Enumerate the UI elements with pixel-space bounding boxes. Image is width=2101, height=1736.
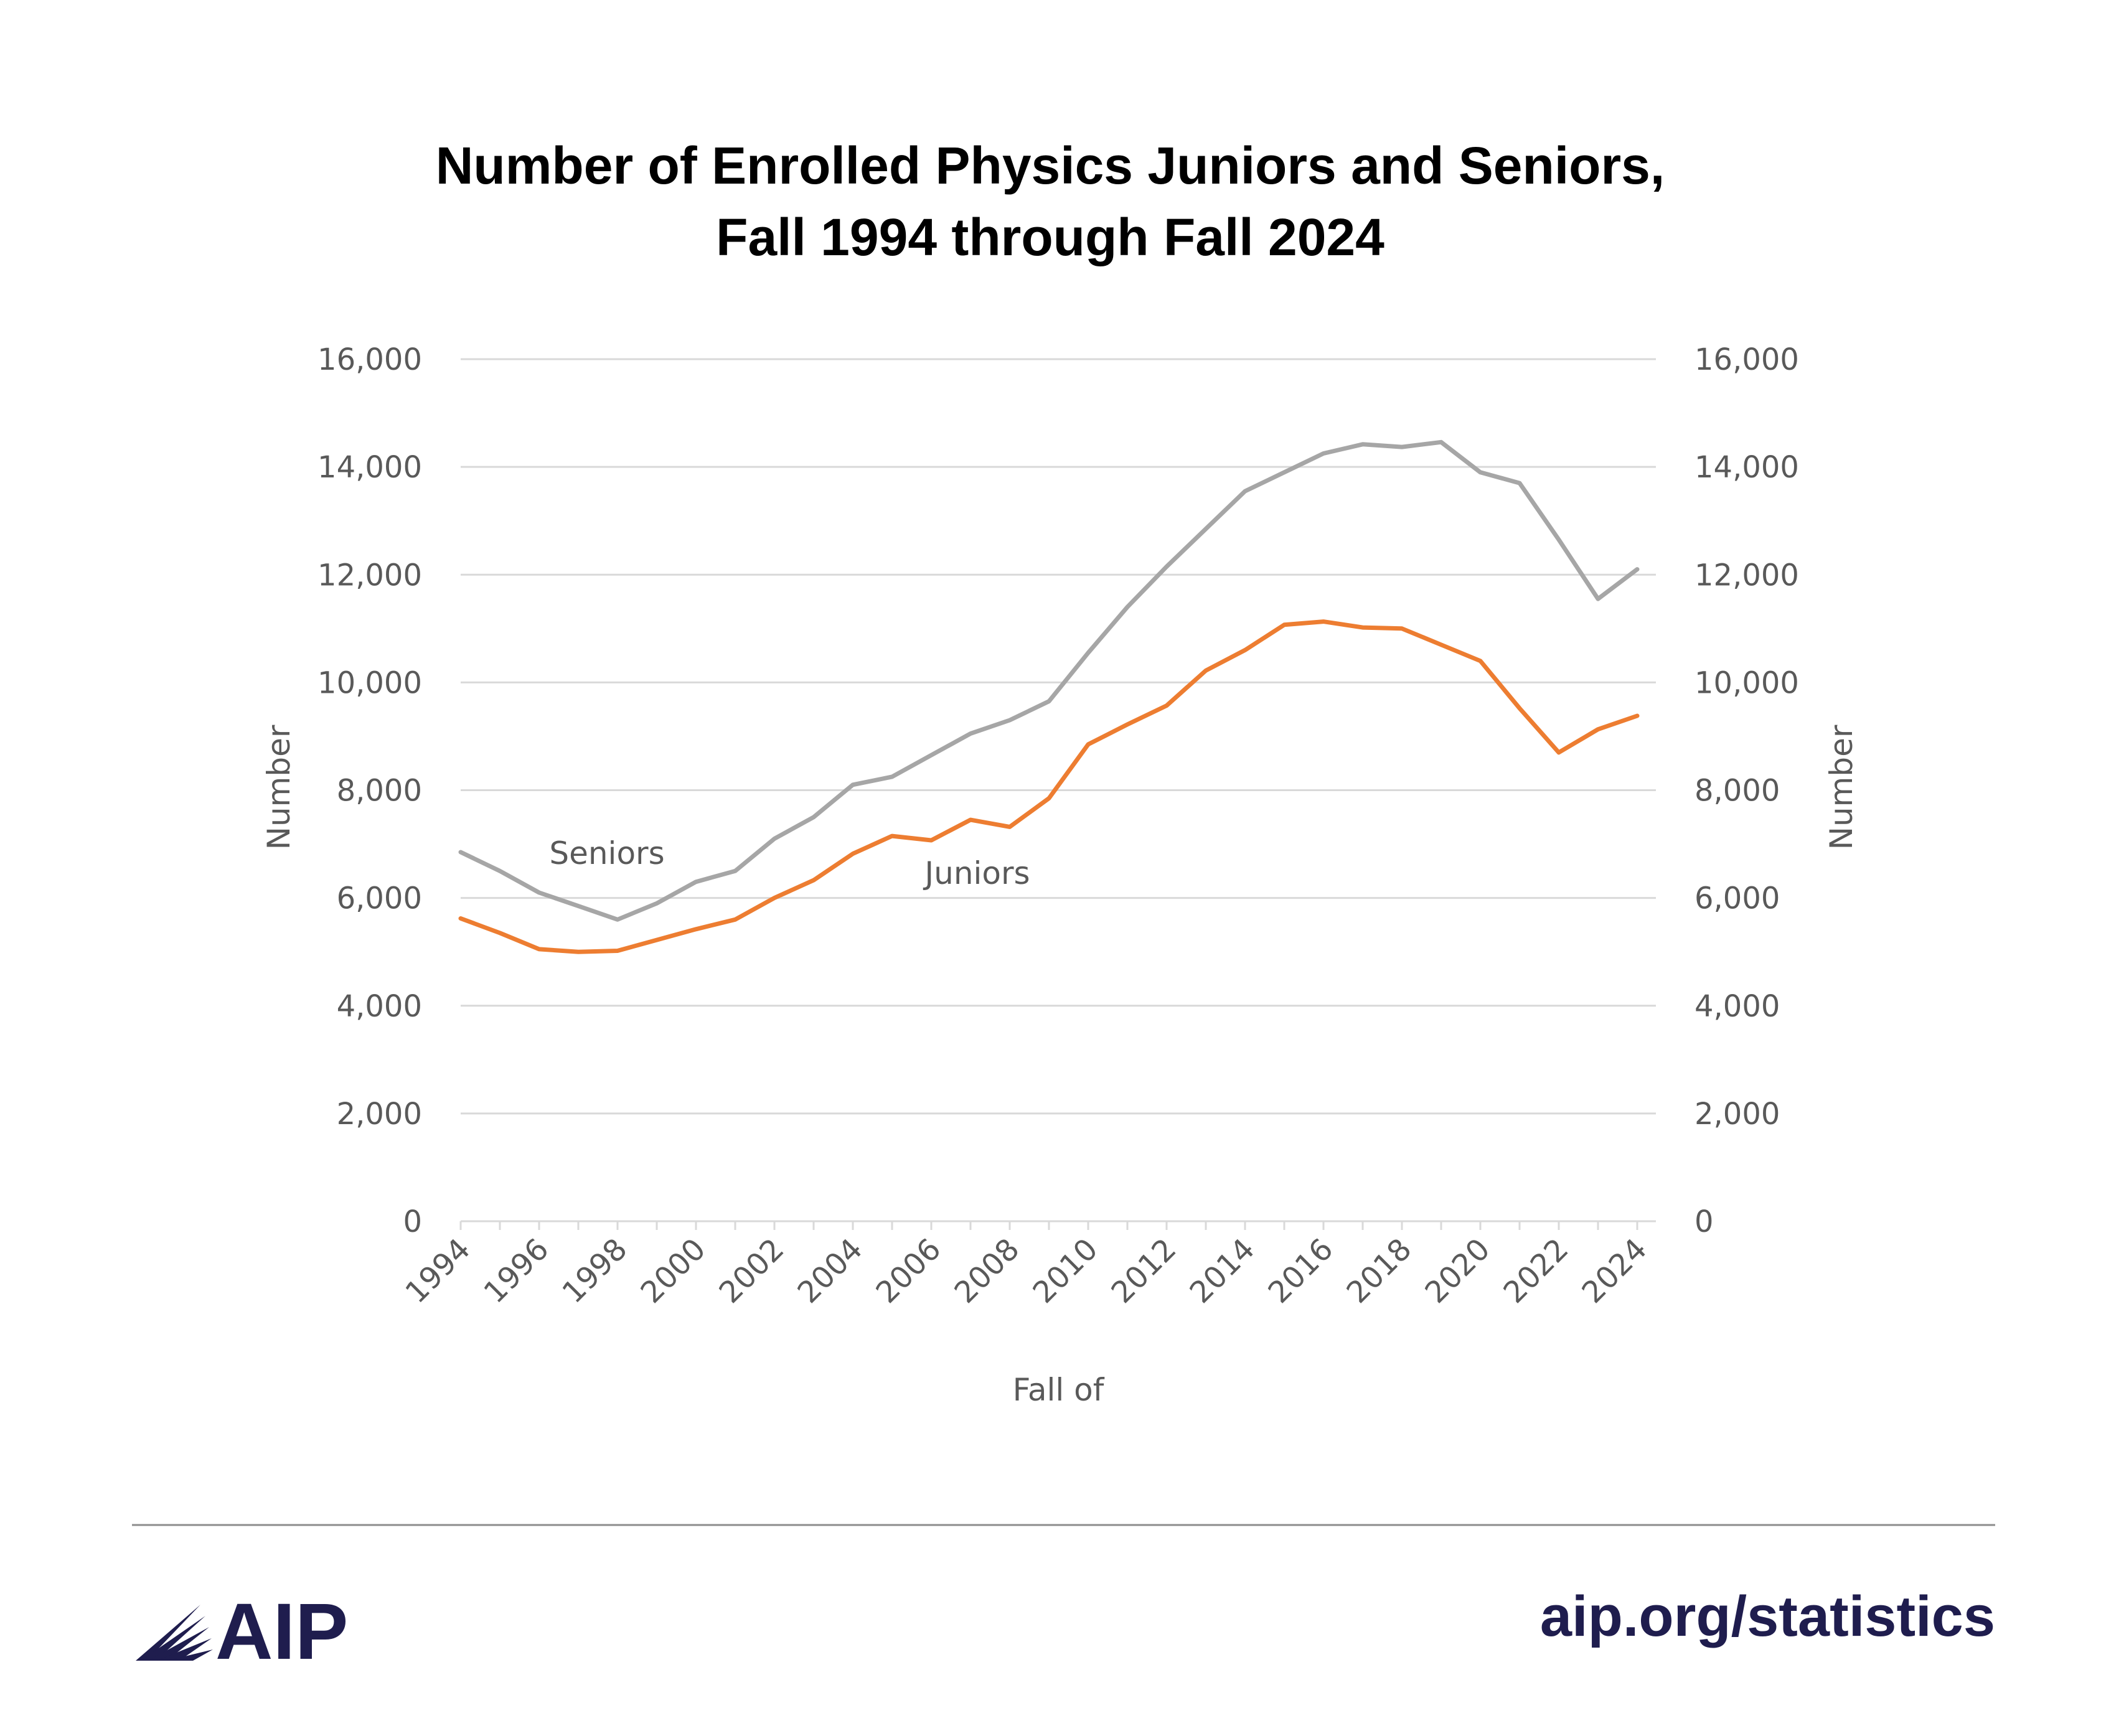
aip-logo-mark-icon [136, 1605, 213, 1661]
y-tick-label-left: 0 [403, 1204, 422, 1239]
y-tick-label-left: 14,000 [317, 450, 422, 485]
x-tick-label: 2002 [713, 1232, 791, 1310]
data-point-seniors [1244, 490, 1246, 492]
y-tick-label-right: 14,000 [1694, 450, 1799, 485]
x-tick-label: 2022 [1497, 1232, 1576, 1310]
data-point-juniors [1323, 621, 1324, 622]
y-tick-label-right: 12,000 [1694, 558, 1799, 593]
series-label-seniors: Seniors [549, 835, 664, 871]
y-axis-left-title: Number [261, 725, 297, 850]
data-point-juniors [499, 932, 501, 934]
data-point-juniors [1597, 729, 1599, 730]
data-point-juniors [931, 840, 932, 841]
data-point-juniors [891, 835, 893, 837]
y-tick-label-left: 2,000 [337, 1097, 422, 1132]
y-tick-label-left: 10,000 [317, 665, 422, 700]
aip-logo-text: AIP [215, 1587, 348, 1676]
x-axis-title: Fall of [1013, 1372, 1105, 1408]
data-point-juniors [1480, 660, 1481, 662]
x-tick-label: 2016 [1262, 1232, 1340, 1310]
data-point-seniors [695, 881, 697, 883]
data-point-juniors [1441, 644, 1442, 645]
y-tick-label-right: 4,000 [1694, 989, 1780, 1024]
x-tick-label: 2008 [948, 1232, 1027, 1310]
y-tick-label-right: 16,000 [1694, 342, 1799, 377]
y-tick-label-left: 12,000 [317, 558, 422, 593]
y-tick-label-right: 6,000 [1694, 881, 1780, 916]
data-point-seniors [1441, 441, 1442, 443]
x-tick-label: 1994 [399, 1232, 477, 1310]
y-axis-left-ticks: 0 2,000 4,000 6,000 8,000 10,000 12,000 14,000 1… [317, 342, 422, 1239]
y-tick-label-left: 8,000 [337, 774, 422, 809]
x-tick-label: 2012 [1105, 1232, 1183, 1310]
y-axis-right-title: Number [1823, 725, 1859, 850]
series [458, 439, 1640, 954]
x-tick-label: 2010 [1027, 1232, 1105, 1310]
y-tick-label-left: 16,000 [317, 342, 422, 377]
x-tick-label: 2006 [870, 1232, 948, 1310]
y-tick-label-left: 6,000 [337, 881, 422, 916]
data-point-juniors [1401, 628, 1403, 629]
data-point-seniors [538, 892, 540, 893]
chart-title-line-2: Fall 1994 through Fall 2024 [716, 208, 1384, 266]
y-tick-label-right: 10,000 [1694, 665, 1799, 700]
aip-logo: AIP [136, 1587, 348, 1676]
data-point-seniors [1088, 652, 1089, 654]
x-tick-label: 2000 [634, 1232, 713, 1310]
y-tick-label-right: 0 [1694, 1204, 1714, 1239]
series-seniors [458, 439, 1640, 922]
x-tick-label: 2004 [791, 1232, 870, 1310]
data-point-seniors [891, 776, 893, 777]
x-tick-label: 2024 [1576, 1232, 1654, 1310]
y-tick-label-left: 4,000 [337, 989, 422, 1024]
y-axis-right-ticks: 0 2,000 4,000 6,000 8,000 10,000 12,000 14,000 1… [1694, 342, 1799, 1239]
x-tick-label: 2014 [1183, 1232, 1262, 1310]
gridlines [461, 358, 1656, 1115]
series-line-juniors [458, 619, 1640, 954]
series-juniors [458, 619, 1640, 954]
data-point-seniors [1323, 453, 1324, 454]
data-point-juniors [1284, 624, 1285, 626]
chart-title-line-1: Number of Enrolled Physics Juniors and S… [436, 136, 1665, 195]
data-point-juniors [735, 919, 736, 920]
statistics-link[interactable]: aip.org/statistics [1539, 1585, 1995, 1648]
x-tick-label: 2020 [1419, 1232, 1497, 1310]
x-tick-label: 1998 [556, 1232, 634, 1310]
data-point-seniors [1401, 446, 1403, 448]
data-point-juniors [1048, 797, 1050, 799]
y-tick-label-right: 2,000 [1694, 1097, 1780, 1132]
y-tick-label-right: 8,000 [1694, 774, 1780, 809]
x-tick-label: 2018 [1340, 1232, 1419, 1310]
data-point-seniors [931, 754, 932, 756]
data-point-seniors [1127, 606, 1128, 608]
data-point-juniors [1127, 724, 1128, 725]
data-point-seniors [774, 838, 775, 839]
series-label-juniors: Juniors [923, 855, 1030, 891]
data-point-seniors [1637, 569, 1638, 570]
x-axis: 1994 1996 1998 2000 2002 2004 2006 2008 2010 2012… [399, 1220, 1656, 1310]
x-tick-label: 1996 [477, 1232, 556, 1310]
